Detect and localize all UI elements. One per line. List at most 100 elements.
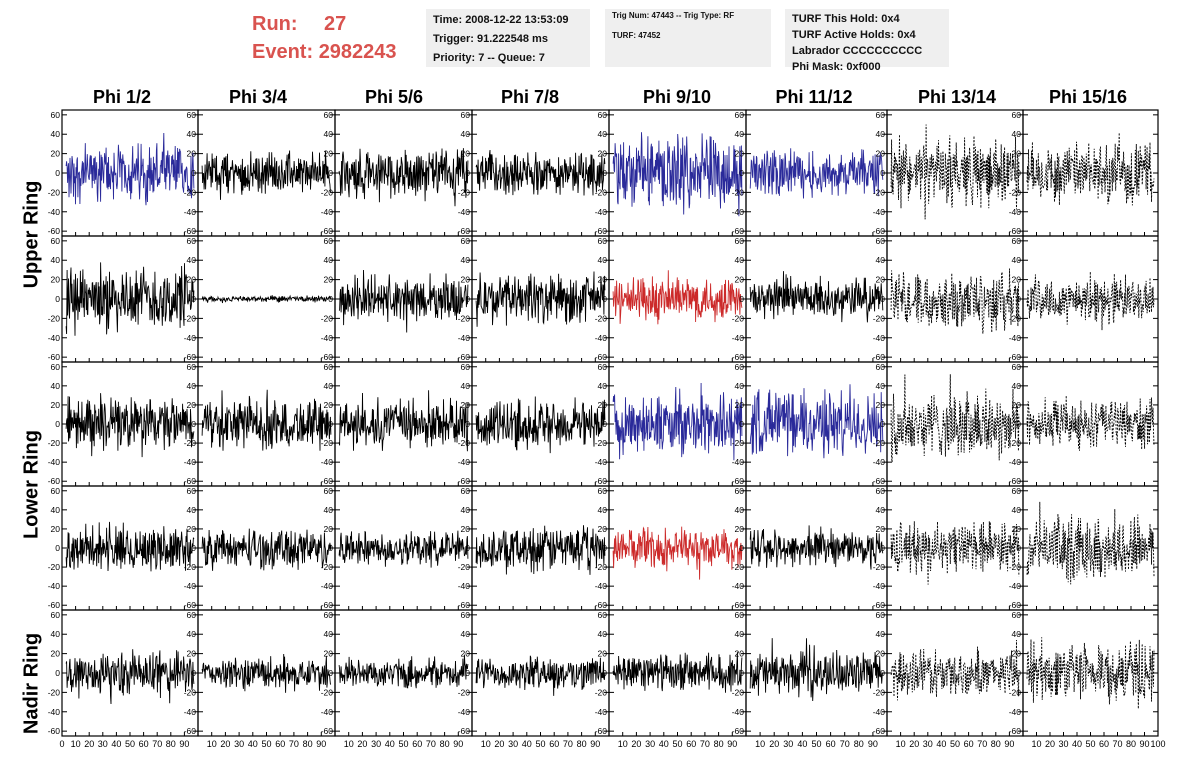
x-tick-label: 90 <box>727 739 737 749</box>
waveform-trace-r2-c7 <box>1026 395 1155 451</box>
y-tick-label: -40 <box>873 207 886 217</box>
x-tick-label: 70 <box>840 739 850 749</box>
y-tick-label: 20 <box>735 275 745 285</box>
y-tick-label: -40 <box>1009 457 1022 467</box>
waveform-trace-r1-c1 <box>201 294 332 304</box>
y-tick-label: 20 <box>461 400 471 410</box>
y-tick-label: 60 <box>51 486 61 496</box>
x-tick-label: 30 <box>645 739 655 749</box>
x-tick-label: 80 <box>714 739 724 749</box>
y-tick-label: 20 <box>324 524 334 534</box>
waveform-trace-r2-c5 <box>749 384 884 459</box>
y-tick-label: 40 <box>324 629 334 639</box>
y-tick-label: 0 <box>880 543 885 553</box>
y-tick-label: -60 <box>1009 476 1022 486</box>
x-tick-label: 40 <box>797 739 807 749</box>
y-tick-label: -60 <box>184 226 197 236</box>
y-tick-label: -20 <box>595 438 608 448</box>
phi-header-7: Phi 13/14 <box>917 87 997 107</box>
event-value: 2982243 <box>318 41 397 63</box>
x-tick-label: 60 <box>686 739 696 749</box>
y-tick-label: -20 <box>184 687 197 697</box>
x-tick-label: 30 <box>783 739 793 749</box>
y-tick-label: -40 <box>48 707 61 717</box>
y-tick-label: -40 <box>873 707 886 717</box>
y-tick-label: 60 <box>1012 110 1022 120</box>
y-tick-label: 40 <box>324 381 334 391</box>
waveform-trace-r3-c7 <box>1026 501 1155 585</box>
y-tick-label: 40 <box>187 629 197 639</box>
y-tick-label: 0 <box>880 668 885 678</box>
waveform-trace-r2-c1 <box>201 389 332 451</box>
y-tick-label: 20 <box>51 400 61 410</box>
y-tick-label: -60 <box>458 226 471 236</box>
waveform-trace-r1-c2 <box>338 269 469 333</box>
run-event-box: Run: 27 Event: 2982243 <box>252 10 397 66</box>
y-tick-label: -20 <box>732 687 745 697</box>
y-tick-label: 0 <box>602 668 607 678</box>
y-tick-label: -40 <box>48 333 61 343</box>
x-tick-label: 60 <box>275 739 285 749</box>
y-tick-label: -60 <box>48 226 61 236</box>
x-tick-label: 80 <box>303 739 313 749</box>
y-tick-label: -40 <box>321 707 334 717</box>
y-tick-label: -20 <box>321 562 334 572</box>
y-tick-label: -20 <box>184 438 197 448</box>
y-tick-label: -20 <box>595 187 608 197</box>
y-tick-label: 20 <box>876 149 886 159</box>
y-tick-label: -60 <box>595 476 608 486</box>
y-tick-label: -40 <box>732 207 745 217</box>
y-tick-label: 20 <box>735 649 745 659</box>
x-tick-label: 90 <box>590 739 600 749</box>
y-tick-label: -60 <box>732 726 745 736</box>
y-tick-label: -60 <box>321 352 334 362</box>
x-tick-label: 20 <box>220 739 230 749</box>
y-tick-label: 40 <box>461 505 471 515</box>
y-tick-label: 40 <box>735 129 745 139</box>
waveform-trace-r4-c0 <box>65 649 195 705</box>
x-tick-label: 20 <box>769 739 779 749</box>
y-tick-label: -40 <box>321 207 334 217</box>
y-tick-label: 20 <box>324 149 334 159</box>
y-tick-label: 20 <box>187 275 197 285</box>
y-tick-label: 0 <box>739 419 744 429</box>
labrador-line: Labrador CCCCCCCCCC <box>792 45 923 57</box>
y-tick-label: 40 <box>461 129 471 139</box>
y-tick-label: -60 <box>184 600 197 610</box>
y-tick-label: 40 <box>51 505 61 515</box>
y-tick-label: -40 <box>595 457 608 467</box>
trigger-line: Trigger: 91.222548 ms <box>433 33 548 45</box>
x-tick-label: 20 <box>1045 739 1055 749</box>
y-tick-label: -60 <box>595 226 608 236</box>
x-tick-label: 10 <box>896 739 906 749</box>
y-tick-label: 20 <box>51 524 61 534</box>
y-tick-label: 40 <box>324 255 334 265</box>
time-info-box: Time: 2008-12-22 13:53:09 Trigger: 91.22… <box>426 9 590 67</box>
y-tick-label: 40 <box>51 629 61 639</box>
y-tick-label: 20 <box>876 275 886 285</box>
x-tick-label: 70 <box>563 739 573 749</box>
y-tick-label: 40 <box>876 255 886 265</box>
y-tick-label: -40 <box>873 581 886 591</box>
y-tick-label: -60 <box>321 726 334 736</box>
x-tick-label: 30 <box>923 739 933 749</box>
y-tick-label: -60 <box>595 352 608 362</box>
y-tick-label: -40 <box>595 207 608 217</box>
y-tick-label: 40 <box>735 255 745 265</box>
y-tick-label: 0 <box>739 294 744 304</box>
y-tick-label: 0 <box>880 294 885 304</box>
waveform-trace-r2-c0 <box>65 393 195 458</box>
y-tick-label: 20 <box>187 649 197 659</box>
y-tick-label: -20 <box>1009 687 1022 697</box>
y-tick-label: 60 <box>1012 236 1022 246</box>
y-tick-label: 60 <box>735 610 745 620</box>
y-tick-label: -40 <box>1009 207 1022 217</box>
waveform-trace-r3-c6 <box>890 520 1020 585</box>
y-tick-label: 20 <box>735 400 745 410</box>
y-tick-label: -40 <box>321 333 334 343</box>
waveform-trace-r3-c2 <box>338 530 469 568</box>
y-tick-label: -40 <box>1009 707 1022 717</box>
x-tick-label: 20 <box>84 739 94 749</box>
y-tick-label: 20 <box>187 400 197 410</box>
waveform-trace-r1-c3 <box>475 271 606 327</box>
